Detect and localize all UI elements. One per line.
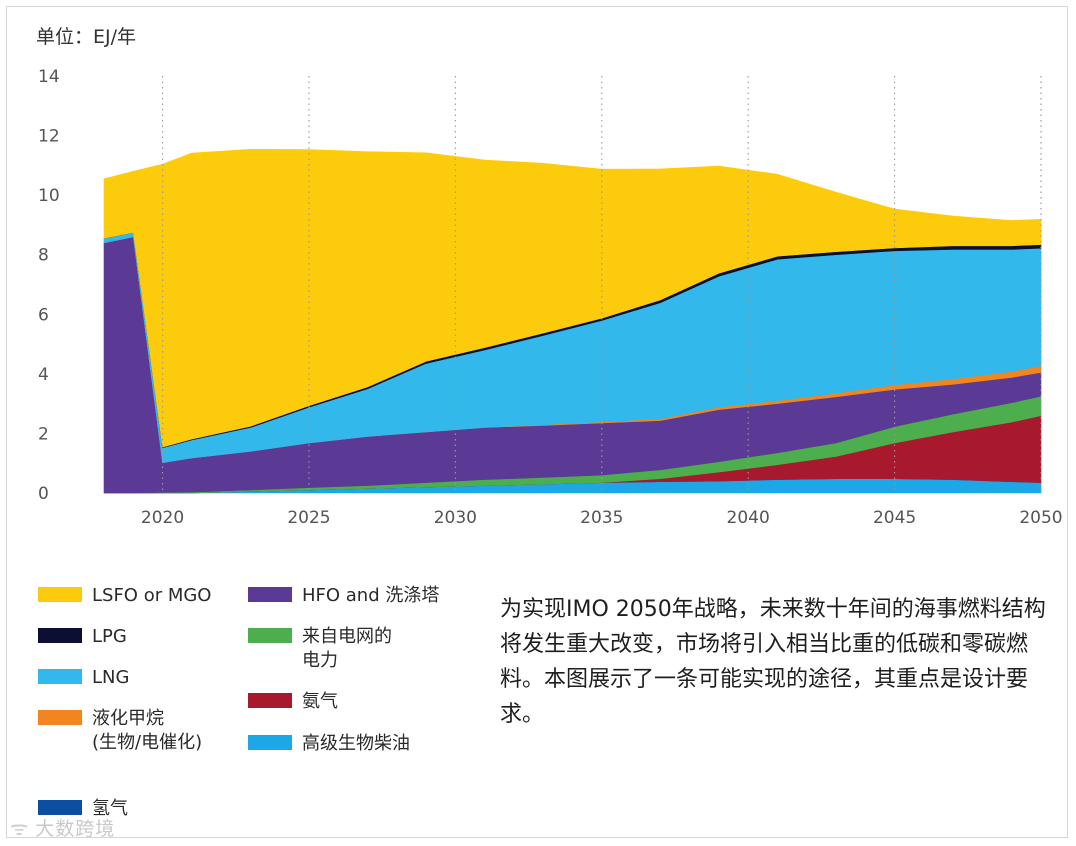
legend-swatch-methane bbox=[38, 710, 82, 725]
legend-item-grid: 来自电网的 电力 bbox=[248, 625, 392, 673]
legend-label-hydrogen: 氢气 bbox=[92, 798, 128, 819]
wechat-icon: ᯤ bbox=[10, 816, 30, 840]
chart-frame bbox=[6, 6, 1068, 838]
x-tick-label: 2020 bbox=[141, 508, 184, 528]
y-tick-label: 4 bbox=[38, 365, 49, 385]
legend-item-lng: LNG bbox=[38, 666, 129, 690]
legend-swatch-hydrogen bbox=[38, 800, 82, 815]
y-tick-label: 2 bbox=[38, 424, 49, 444]
chart-areas bbox=[103, 148, 1042, 494]
legend-label-hfo: HFO and 洗涤塔 bbox=[302, 585, 440, 606]
x-tick-label: 2025 bbox=[287, 508, 330, 528]
legend-swatch-hfo bbox=[248, 587, 292, 602]
unit-label: 单位：EJ/年 bbox=[36, 26, 137, 48]
legend-label-methane: 液化甲烷 (生物/电催化) bbox=[92, 708, 203, 753]
y-tick-label: 8 bbox=[38, 246, 49, 266]
legend-label-ammonia: 氨气 bbox=[302, 691, 338, 712]
x-tick-label: 2045 bbox=[873, 508, 916, 528]
legend-item-hydrogen: 氢气 bbox=[38, 797, 128, 821]
legend-swatch-lpg bbox=[38, 628, 82, 643]
explanation-note: 为实现IMO 2050年战略，未来数十年间的海事燃料结构将发生重大改变，市场将引… bbox=[500, 597, 1046, 727]
legend-label-lsfo: LSFO or MGO bbox=[92, 585, 212, 606]
watermark: ᯤ 大数跨境 bbox=[10, 814, 115, 841]
area-series-8 bbox=[103, 148, 1042, 448]
legend-label-lpg: LPG bbox=[92, 626, 127, 647]
legend-label-biodiesel: 高级生物柴油 bbox=[302, 733, 410, 754]
y-axis-ticks: 0 2 4 6 8 10 12 14 bbox=[38, 67, 60, 504]
legend-item-lsfo: LSFO or MGO bbox=[38, 584, 211, 608]
x-tick-label: 2030 bbox=[434, 508, 477, 528]
chart-gridlines bbox=[162, 76, 1042, 493]
watermark-text: 大数跨境 bbox=[35, 818, 116, 840]
legend-swatch-biodiesel bbox=[248, 735, 292, 750]
y-tick-label: 12 bbox=[38, 127, 60, 147]
legend-item-ammonia: 氨气 bbox=[248, 690, 338, 714]
y-tick-label: 6 bbox=[38, 305, 49, 325]
x-axis-ticks: 2020 2025 2030 2035 2040 2045 2050 bbox=[141, 508, 1063, 528]
legend-swatch-grid bbox=[248, 628, 292, 643]
y-tick-label: 10 bbox=[38, 186, 60, 206]
legend-item-lpg: LPG bbox=[38, 625, 127, 649]
legend-swatch-lsfo bbox=[38, 587, 82, 602]
y-tick-label: 0 bbox=[38, 484, 49, 504]
legend-item-methane: 液化甲烷 (生物/电催化) bbox=[38, 707, 202, 755]
legend-swatch-lng bbox=[38, 669, 82, 684]
x-tick-label: 2040 bbox=[727, 508, 770, 528]
stacked-area-chart: 0 2 4 6 8 10 12 14 2020 2025 2030 2035 2040 2045 2050 bbox=[38, 67, 1063, 528]
legend-item-biodiesel: 高级生物柴油 bbox=[248, 732, 410, 756]
legend-swatch-ammonia bbox=[248, 693, 292, 708]
y-tick-label: 14 bbox=[38, 67, 60, 87]
legend-label-lng: LNG bbox=[92, 667, 130, 688]
legend-label-grid: 来自电网的 电力 bbox=[302, 626, 392, 671]
x-tick-label: 2050 bbox=[1019, 508, 1062, 528]
legend-item-hfo: HFO and 洗涤塔 bbox=[248, 584, 439, 608]
x-tick-label: 2035 bbox=[580, 508, 623, 528]
